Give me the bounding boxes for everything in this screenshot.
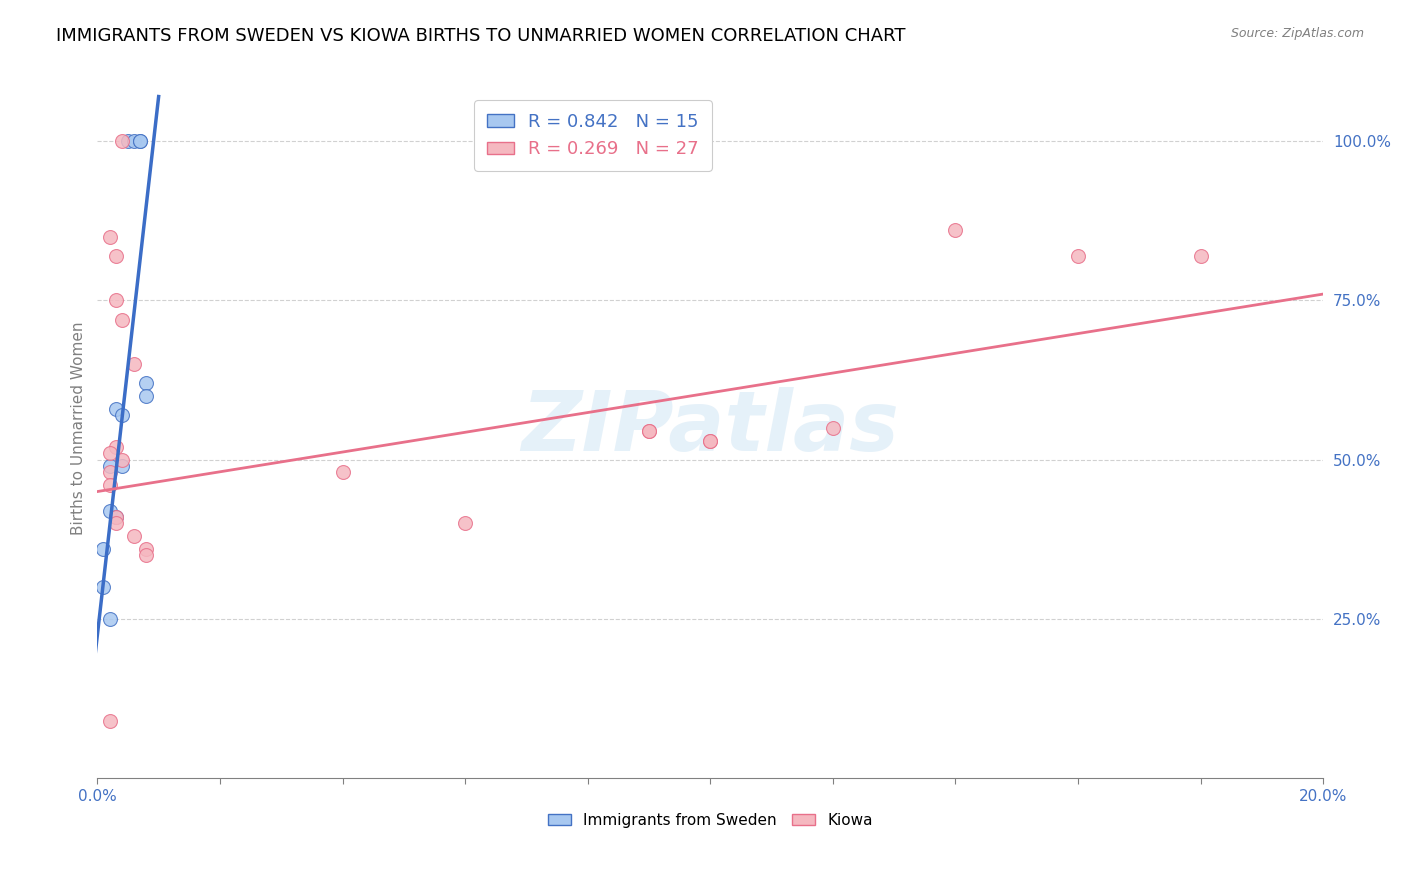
Point: [98, 478, 121, 492]
Point: [98, 612, 121, 626]
Point: [104, 510, 127, 524]
Point: [104, 401, 127, 416]
Point: [638, 424, 661, 438]
Point: [111, 134, 134, 148]
Point: [638, 424, 661, 438]
Point: [135, 389, 157, 403]
Point: [98, 466, 121, 480]
Point: [111, 458, 134, 473]
Text: Source: ZipAtlas.com: Source: ZipAtlas.com: [1230, 27, 1364, 40]
Point: [129, 134, 152, 148]
Y-axis label: Births to Unmarried Women: Births to Unmarried Women: [72, 321, 86, 534]
Point: [111, 312, 134, 326]
Legend: Immigrants from Sweden, Kiowa: Immigrants from Sweden, Kiowa: [541, 806, 879, 834]
Point: [98, 458, 121, 473]
Point: [104, 293, 127, 308]
Point: [111, 452, 134, 467]
Point: [122, 134, 145, 148]
Point: [135, 548, 157, 562]
Point: [104, 516, 127, 531]
Point: [117, 134, 139, 148]
Point: [454, 516, 477, 531]
Point: [122, 357, 145, 371]
Point: [122, 529, 145, 543]
Point: [104, 249, 127, 263]
Point: [945, 223, 967, 237]
Point: [135, 541, 157, 556]
Point: [98, 229, 121, 244]
Point: [93, 580, 115, 594]
Point: [699, 434, 721, 448]
Point: [104, 440, 127, 454]
Point: [98, 714, 121, 728]
Point: [1067, 249, 1090, 263]
Point: [104, 510, 127, 524]
Point: [332, 466, 354, 480]
Point: [135, 376, 157, 391]
Point: [93, 541, 115, 556]
Point: [1189, 249, 1212, 263]
Point: [98, 446, 121, 460]
Point: [129, 134, 152, 148]
Point: [821, 421, 844, 435]
Text: IMMIGRANTS FROM SWEDEN VS KIOWA BIRTHS TO UNMARRIED WOMEN CORRELATION CHART: IMMIGRANTS FROM SWEDEN VS KIOWA BIRTHS T…: [56, 27, 905, 45]
Point: [111, 408, 134, 422]
Text: ZIPatlas: ZIPatlas: [522, 387, 900, 468]
Point: [699, 434, 721, 448]
Point: [98, 503, 121, 517]
